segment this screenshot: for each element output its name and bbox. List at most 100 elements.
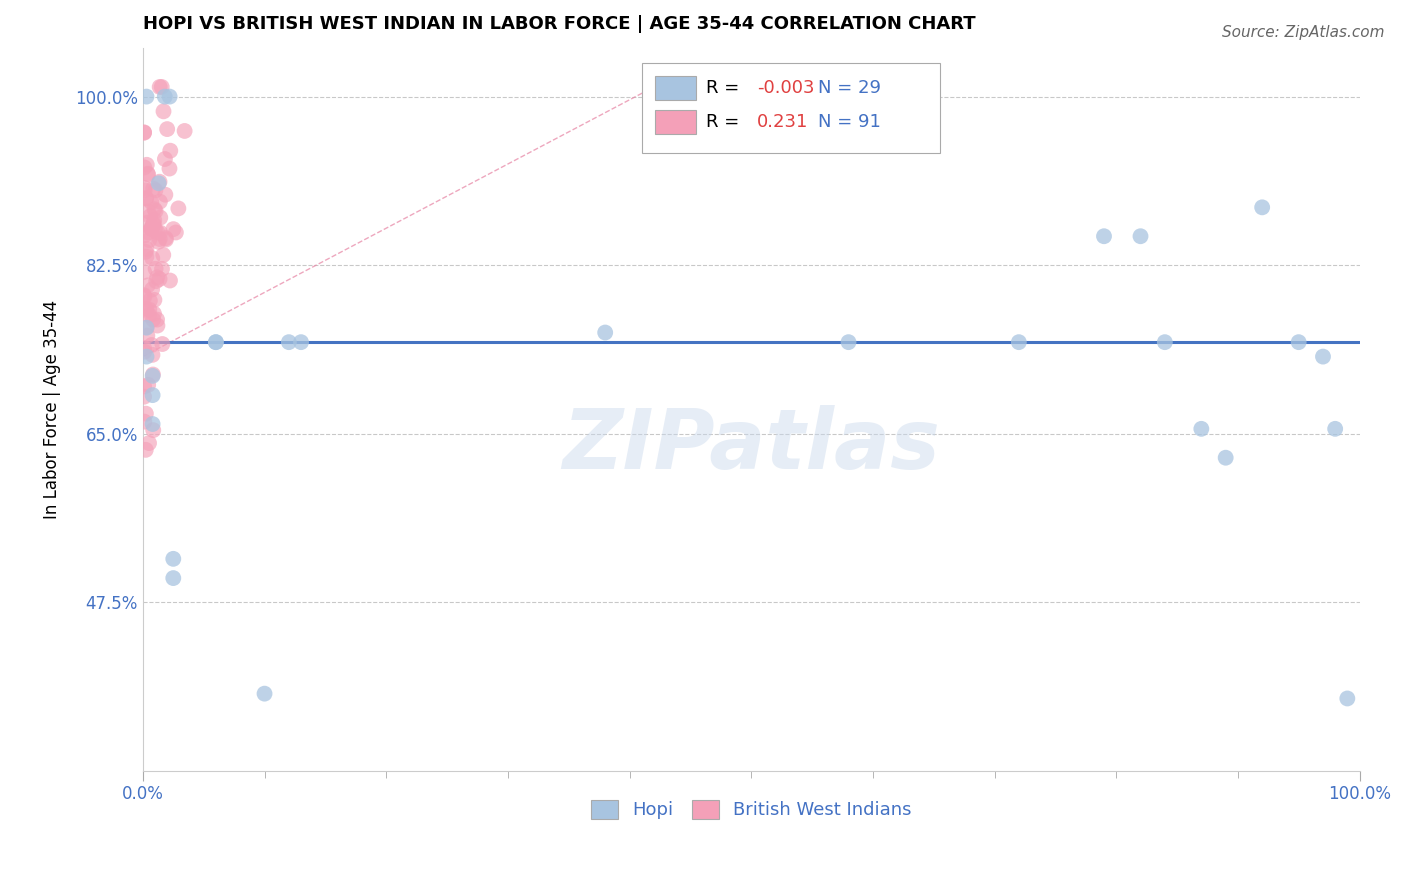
Point [159,89,181,103]
Point [290,335,312,350]
Point [173,124,195,138]
Point [152,104,174,119]
Point [146,226,169,240]
Point [135,244,157,259]
Point [132,390,155,404]
Point [135,320,157,334]
Point [134,181,156,195]
Point [135,242,157,256]
Point [142,417,165,431]
Point [141,252,163,266]
Point [1251,200,1274,214]
Point [162,222,184,236]
Point [162,551,184,566]
Point [142,423,165,437]
Point [167,202,190,216]
Point [159,144,181,158]
Point [145,261,167,276]
Point [142,368,165,382]
Point [143,293,166,307]
Point [135,158,157,172]
Point [593,326,616,340]
Text: R =: R = [706,79,745,97]
Text: -0.003: -0.003 [758,79,814,97]
Point [150,79,173,94]
Point [159,161,181,176]
Point [1324,422,1347,436]
Point [135,320,157,334]
FancyBboxPatch shape [641,63,939,153]
Point [136,328,159,343]
Point [135,350,157,364]
Point [135,192,157,206]
Point [162,571,184,585]
Point [136,226,159,240]
Point [156,122,179,136]
Y-axis label: In Labor Force | Age 35-44: In Labor Force | Age 35-44 [44,300,60,519]
Point [150,337,173,351]
Point [146,318,169,333]
Point [148,272,170,286]
Point [146,270,169,285]
Point [149,226,172,240]
Point [145,274,167,288]
Point [138,233,160,247]
Point [141,221,163,235]
Point [134,183,156,197]
Point [135,89,157,103]
Point [142,182,165,196]
Point [142,388,165,402]
Point [1288,335,1310,350]
Point [136,168,159,182]
Point [141,221,163,235]
Point [145,204,167,219]
Point [134,344,156,359]
Point [155,231,177,245]
Point [139,293,162,308]
Point [138,308,160,322]
Point [136,278,159,293]
Point [142,368,165,383]
Point [149,232,172,246]
Point [148,175,170,189]
Point [1129,229,1152,244]
Point [132,288,155,302]
Point [143,213,166,227]
Point [134,415,156,429]
Point [153,89,176,103]
Point [141,283,163,297]
Point [136,167,159,181]
Text: R =: R = [706,113,745,131]
Point [136,377,159,392]
Text: ZIPatlas: ZIPatlas [562,405,941,486]
Point [135,250,157,264]
Point [150,261,173,276]
Point [1092,229,1115,244]
Point [132,125,155,139]
Point [153,152,176,166]
Point [141,348,163,362]
Text: 0.231: 0.231 [758,113,808,131]
Point [149,211,172,225]
Point [141,195,163,210]
Point [143,202,166,216]
Point [205,335,228,350]
Point [143,222,166,236]
Point [135,301,157,316]
Point [1312,350,1334,364]
Text: N = 91: N = 91 [818,113,882,131]
Point [136,215,159,229]
Point [145,183,167,197]
Point [152,248,174,262]
Point [138,302,160,317]
Point [155,233,177,247]
Point [148,235,170,249]
Point [155,187,177,202]
Point [159,273,181,287]
Point [1008,335,1031,350]
Point [132,379,155,393]
Point [1215,450,1237,465]
Point [1336,691,1358,706]
Point [142,217,165,231]
Point [165,226,187,240]
